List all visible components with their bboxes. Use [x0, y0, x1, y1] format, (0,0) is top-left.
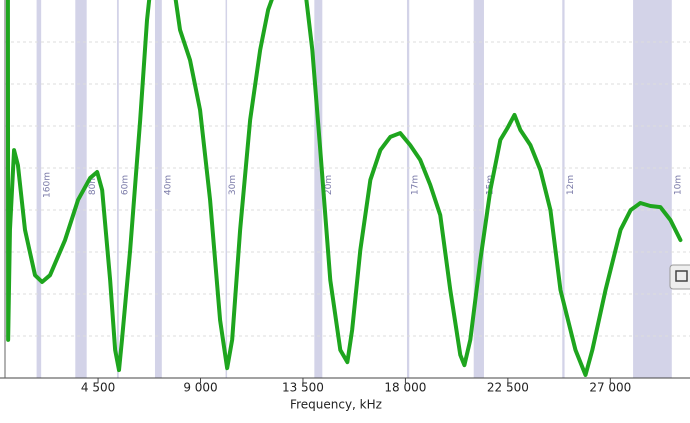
series-line: [5, 0, 683, 377]
band-label: 10m: [673, 175, 683, 195]
band-label: 20m: [324, 175, 334, 195]
band: [562, 0, 565, 378]
band: [314, 0, 323, 378]
band-label: 17m: [411, 175, 421, 195]
band-label: 80m: [88, 175, 98, 195]
x-tick-label: 9 000: [183, 381, 217, 395]
band: [116, 0, 119, 378]
x-tick-label: 27 000: [589, 381, 631, 395]
plot: [5, 0, 683, 377]
x-tick-label: 22 500: [487, 381, 529, 395]
band-label: 160m: [43, 172, 53, 198]
band: [406, 0, 410, 378]
side-button[interactable]: [669, 264, 690, 290]
band-label: 12m: [566, 175, 576, 195]
band-label: 60m: [120, 175, 130, 195]
band: [225, 0, 228, 378]
plot-area: [0, 0, 690, 378]
x-axis-label: Frequency, kHz: [290, 398, 382, 412]
band: [473, 0, 484, 378]
band: [633, 0, 672, 378]
x-tick-label: 13 500: [282, 381, 324, 395]
band: [75, 0, 87, 378]
grid: [5, 41, 690, 337]
bands: 160m 80m 60m 40m 30m 20m 17m 15m 12m 10m: [36, 0, 683, 378]
x-tick-label: 18 000: [384, 381, 426, 395]
x-tick-label: 4 500: [81, 381, 115, 395]
band: [36, 0, 42, 378]
band-label: 40m: [163, 175, 173, 195]
band-label: 30m: [228, 175, 238, 195]
band: [154, 0, 162, 378]
